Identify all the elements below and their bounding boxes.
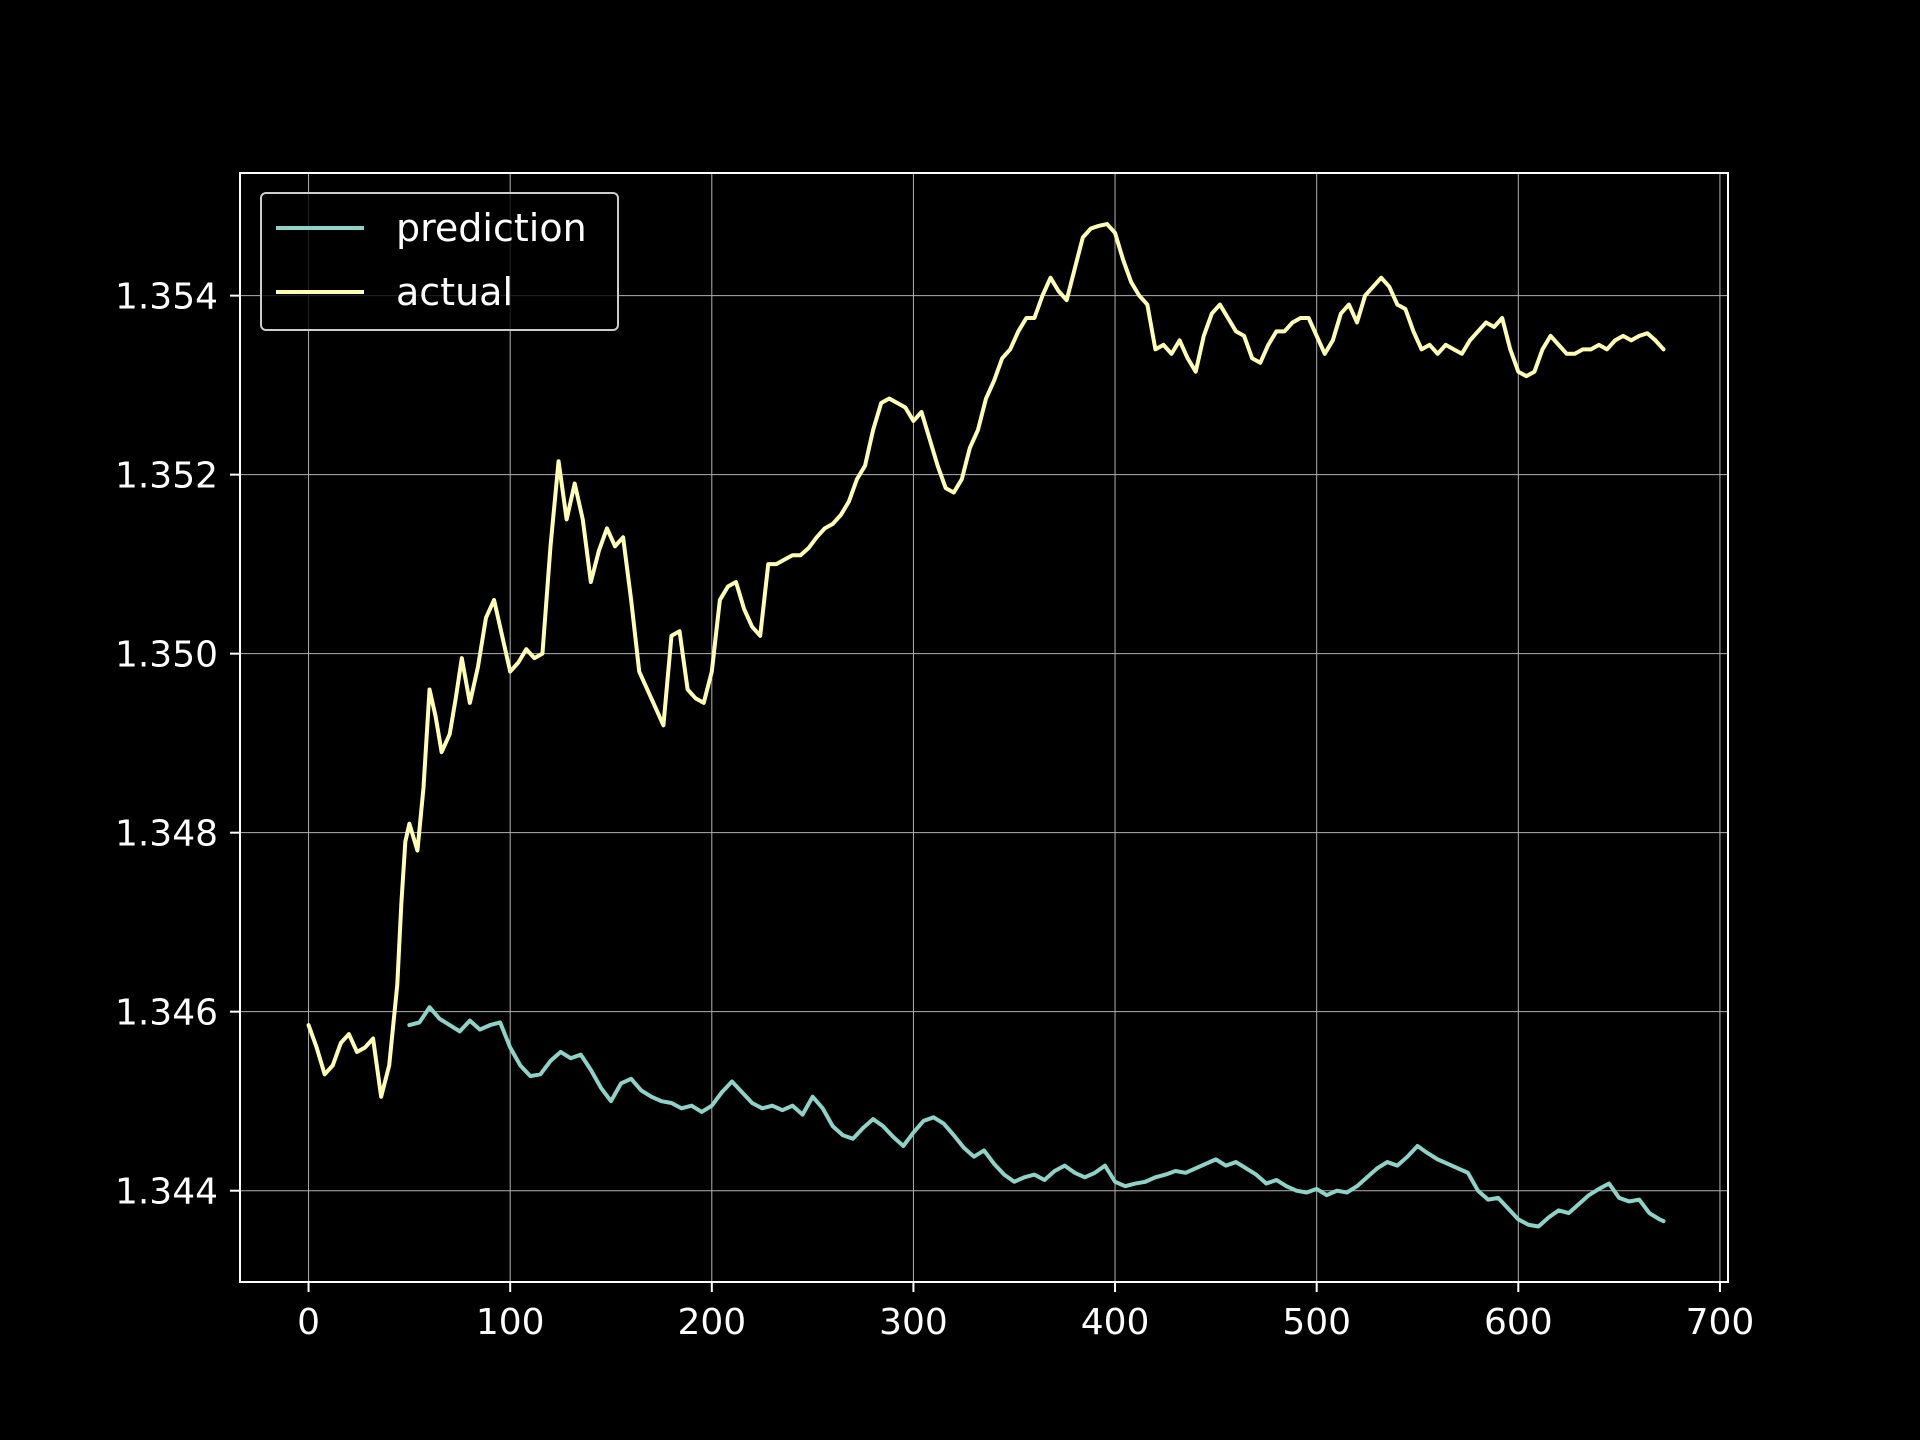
x-tick-label: 700	[1686, 1302, 1755, 1343]
y-tick-label: 1.344	[115, 1172, 218, 1213]
axis-ticks: 0 100 200 300 400 500 600 700 1.344 1.346 1.348 1.3…	[115, 277, 1754, 1343]
legend: prediction actual	[260, 192, 619, 331]
x-tick-label: 200	[677, 1302, 746, 1343]
legend-label-prediction: prediction	[396, 206, 587, 250]
y-tick-label: 1.352	[115, 456, 218, 497]
x-tick-label: 0	[297, 1302, 320, 1343]
y-tick-label: 1.350	[115, 635, 218, 676]
plot-frame	[239, 172, 1729, 1283]
y-tick-label: 1.348	[115, 814, 218, 855]
y-tick-label: 1.354	[115, 277, 218, 318]
legend-label-actual: actual	[396, 270, 513, 314]
x-tick-label: 500	[1282, 1302, 1351, 1343]
x-tick-label: 600	[1484, 1302, 1553, 1343]
x-tick-label: 400	[1081, 1302, 1150, 1343]
x-tick-label: 100	[476, 1302, 545, 1343]
series-layer	[306, 222, 1666, 1229]
x-tick-label: 300	[879, 1302, 948, 1343]
series-line-actual	[306, 222, 1666, 1099]
grid	[240, 173, 1728, 1282]
series-line-prediction	[407, 1005, 1666, 1229]
y-tick-label: 1.346	[115, 993, 218, 1034]
